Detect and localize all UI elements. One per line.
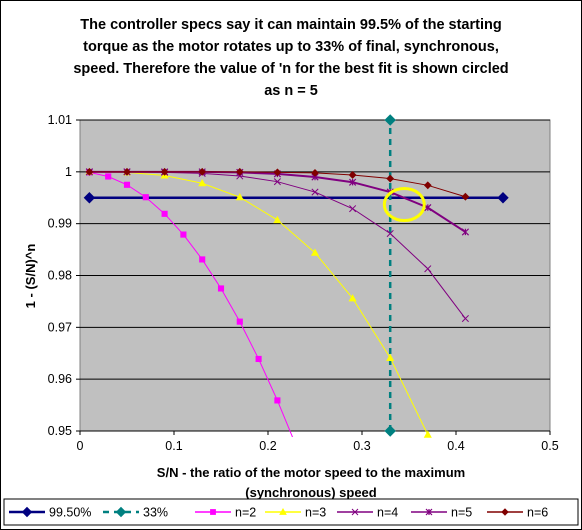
data-point-n=6 [461,192,470,201]
legend-item-n=2: n=2 [195,506,256,520]
data-point-n=3 [273,215,282,224]
legend-item-33%: 33% [103,506,168,520]
series-99.50% [83,192,509,204]
y-axis-ticks: 0.95 0.96 0.97 0.98 0.99 1 1.01 [48,113,80,438]
data-point-n=3 [235,193,244,201]
series-group [83,114,509,438]
y-tick-label: 1 [65,165,72,179]
y-tick-label: 0.95 [48,424,72,438]
data-point-n=5 [461,228,470,236]
data-point-33% [384,114,396,126]
data-point-n=4 [424,265,432,273]
x-tick-label: 0.1 [165,439,182,453]
legend-label-n=5: n=5 [451,506,472,520]
data-point-n=5 [348,178,357,186]
legend-item-n=3: n=3 [265,506,326,520]
data-point-99.50% [83,192,96,204]
x-tick-label: 0.3 [353,439,370,453]
series-line-n=2 [89,171,294,437]
data-point-n=6 [423,181,432,190]
data-point-n=2 [274,397,281,404]
data-point-n=2 [123,181,131,188]
x-tick-label: 0 [77,439,84,453]
y-tick-label: 1.01 [48,113,72,127]
x-axis-title-line-1: S/N - the ratio of the motor speed to th… [157,465,465,480]
data-point-n=6 [85,167,94,176]
data-point-n=2 [199,256,206,263]
x-axis-title-line-2: (synchronous) speed [245,485,377,500]
x-tick-label: 0.2 [259,439,276,453]
data-point-n=6 [273,168,282,177]
title-line-2: torque as the motor rotates up to 33% of… [83,39,499,55]
data-point-33% [384,425,396,437]
legend-label-n=3: n=3 [305,506,326,520]
data-point-n=4 [386,229,394,238]
legend-marker-n=4 [351,508,359,516]
data-point-99.50% [497,192,509,204]
data-point-n=6 [235,167,244,176]
y-tick-label: 0.99 [48,217,72,231]
highlight-circle [382,186,426,222]
legend-item-n=4: n=4 [337,506,398,520]
legend-item-n=5: n=5 [411,506,472,520]
legend-marker-33% [115,506,127,518]
data-point-n=4 [311,188,319,196]
legend-marker-99.50% [21,506,33,518]
legend-marker-n=6 [501,508,509,516]
series-line-n=3 [89,171,429,435]
y-tick-label: 0.98 [48,269,72,283]
data-point-n=2 [217,285,225,292]
y-tick-label: 0.96 [48,372,72,386]
chart-title: The controller specs say it can maintain… [73,17,508,99]
data-point-n=4 [273,178,281,186]
title-line-3: speed. Therefore the value of 'n for the… [73,61,508,77]
data-point-n=2 [255,355,262,363]
data-point-n=2 [142,194,149,201]
legend-label-n=4: n=4 [377,506,398,520]
series-33% [384,114,396,437]
y-tick-label: 0.97 [48,320,72,334]
legend-label-n=6: n=6 [527,506,548,520]
legend-marker-n=2 [210,509,216,515]
y-axis-title: 1 - (S/N)^n [23,244,38,309]
data-point-n=6 [348,171,357,179]
legend-label-99.50%: 99.50% [49,506,91,520]
data-point-n=2 [236,318,243,325]
data-point-n=4 [461,314,469,323]
data-point-n=3 [310,248,320,256]
legend-entries: 99.50% 33% n=2 n=3 n=4 n=5 n=6 [9,506,548,520]
legend-label-n=2: n=2 [235,506,256,520]
data-point-n=3 [423,430,432,438]
data-point-n=3 [348,294,357,302]
title-line-1: The controller specs say it can maintain… [80,17,501,33]
data-point-n=6 [123,167,131,176]
legend-item-99.50%: 99.50% [9,506,91,520]
x-tick-label: 0.4 [447,439,464,453]
legend-marker-n=5 [425,508,433,516]
data-point-n=3 [198,179,207,187]
data-point-n=2 [180,231,187,238]
legend-label-33%: 33% [143,506,168,520]
data-point-n=6 [386,174,395,183]
highlight-group [382,186,426,222]
data-point-n=6 [160,167,169,176]
data-point-n=6 [198,167,207,176]
data-point-n=2 [105,173,112,180]
data-point-n=4 [349,205,357,213]
x-tick-label: 0.5 [541,439,558,453]
data-point-n=2 [161,210,168,217]
data-point-n=6 [311,168,319,177]
legend-item-n=6: n=6 [487,506,548,520]
series-n=6 [85,167,470,201]
legend-marker-n=3 [279,507,287,515]
data-point-n=3 [386,353,395,361]
title-line-4: as n = 5 [264,83,318,99]
x-axis-ticks: 0 0.1 0.2 0.3 0.4 0.5 [77,431,559,453]
